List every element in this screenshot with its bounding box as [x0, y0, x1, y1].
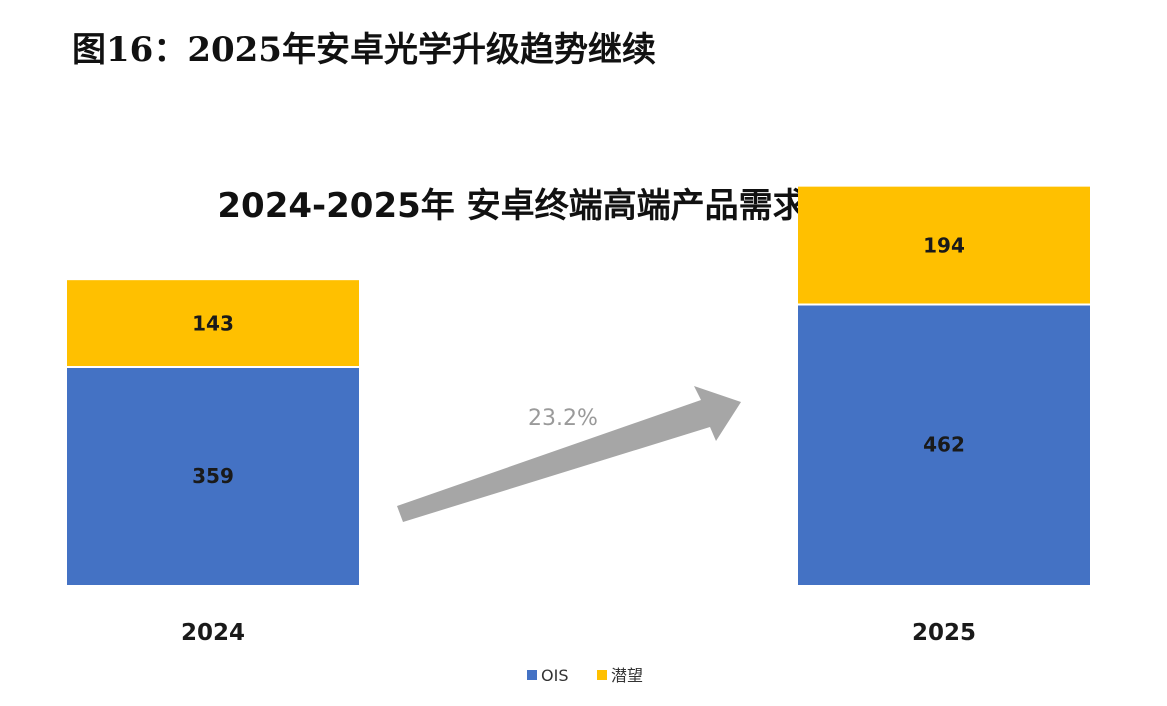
x-axis-ticks: 2024 2025 — [181, 620, 976, 646]
growth-arrow-shape — [397, 386, 741, 522]
bar-2025-ois — [798, 304, 1090, 585]
x-tick-label: 2025 — [912, 620, 976, 646]
bar-2024-periscope — [67, 280, 359, 367]
figure-title: 图16：2025年安卓光学升级趋势继续 — [72, 30, 656, 70]
legend: OIS 潜望 — [527, 666, 643, 685]
x-tick-label: 2024 — [181, 620, 245, 646]
bar-value-label: 143 — [192, 312, 234, 336]
growth-label: 23.2% — [528, 406, 598, 431]
legend-swatch-periscope — [597, 670, 607, 680]
bar-value-label: 462 — [923, 433, 965, 457]
bar-2025-periscope — [798, 186, 1090, 305]
legend-swatch-ois — [527, 670, 537, 680]
bar-2024-ois — [67, 367, 359, 585]
bar-value-label: 194 — [923, 234, 965, 258]
growth-arrow: 23.2% — [397, 386, 741, 522]
legend-label-periscope: 潜望 — [611, 666, 643, 685]
bars-layer: 359 143 462 194 — [67, 186, 1090, 585]
bar-value-label: 359 — [192, 464, 234, 488]
legend-label-ois: OIS — [541, 666, 568, 685]
